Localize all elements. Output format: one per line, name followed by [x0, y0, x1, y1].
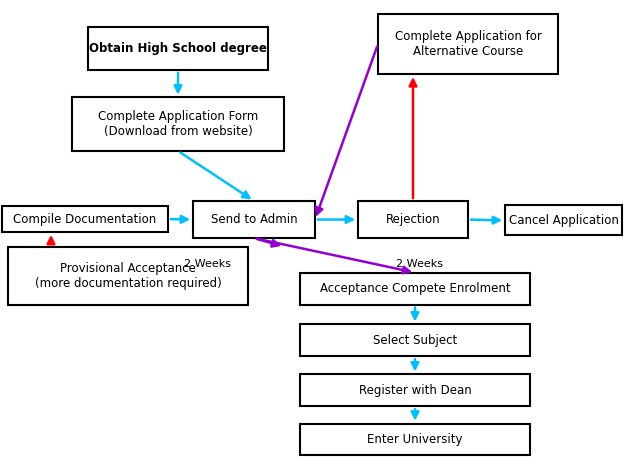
FancyBboxPatch shape — [193, 201, 315, 238]
Text: Provisional Acceptance
(more documentation required): Provisional Acceptance (more documentati… — [35, 261, 222, 290]
Text: Select Subject: Select Subject — [373, 334, 457, 347]
Text: Send to Admin: Send to Admin — [210, 213, 297, 226]
FancyBboxPatch shape — [8, 247, 248, 305]
Text: Cancel Application: Cancel Application — [509, 214, 619, 227]
FancyBboxPatch shape — [358, 201, 468, 238]
FancyBboxPatch shape — [300, 423, 530, 455]
Text: Enter University: Enter University — [367, 433, 463, 446]
Text: Register with Dean: Register with Dean — [359, 384, 472, 397]
FancyBboxPatch shape — [72, 97, 284, 151]
Text: Obtain High School degree: Obtain High School degree — [89, 42, 267, 55]
FancyBboxPatch shape — [2, 206, 168, 232]
FancyBboxPatch shape — [300, 325, 530, 356]
Text: Complete Application for
Alternative Course: Complete Application for Alternative Cou… — [394, 30, 541, 58]
Text: Acceptance Compete Enrolment: Acceptance Compete Enrolment — [320, 282, 511, 295]
Text: Rejection: Rejection — [386, 213, 440, 226]
Text: Complete Application Form
(Download from website): Complete Application Form (Download from… — [98, 110, 258, 138]
Text: 2 Weeks: 2 Weeks — [396, 259, 443, 269]
Text: Compile Documentation: Compile Documentation — [13, 212, 156, 226]
FancyBboxPatch shape — [88, 27, 268, 70]
FancyBboxPatch shape — [300, 273, 530, 305]
FancyBboxPatch shape — [378, 14, 558, 74]
FancyBboxPatch shape — [300, 374, 530, 406]
Text: 2 Weeks: 2 Weeks — [185, 259, 232, 269]
FancyBboxPatch shape — [505, 205, 622, 236]
